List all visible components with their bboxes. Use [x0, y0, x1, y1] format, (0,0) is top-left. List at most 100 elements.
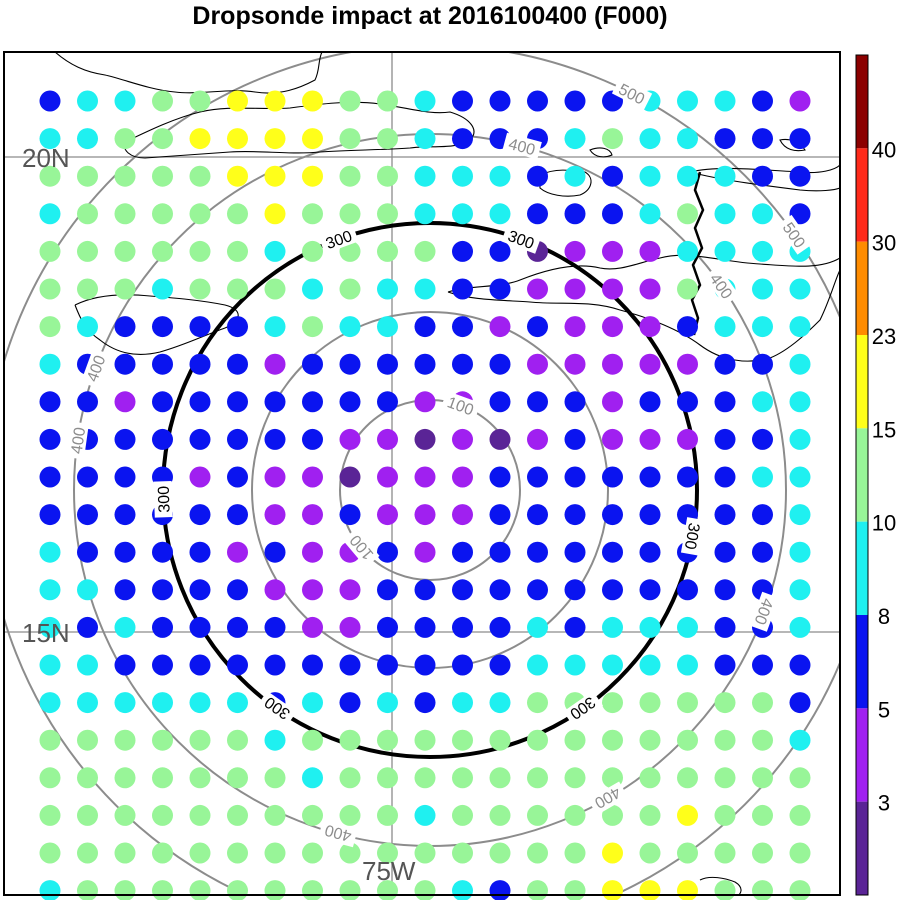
dropsonde-dot [527, 203, 548, 225]
dropsonde-dot [564, 729, 586, 751]
dropsonde-dot [339, 316, 361, 338]
dropsonde-dot [489, 504, 511, 526]
dropsonde-dot [227, 353, 248, 375]
dropsonde-dot [714, 353, 736, 375]
dropsonde-dot [227, 654, 248, 676]
dropsonde-dot [77, 165, 98, 187]
dropsonde-dot [264, 616, 286, 638]
dropsonde-dot [377, 278, 398, 300]
dropsonde-dot [452, 654, 473, 676]
dropsonde-dot [789, 278, 811, 300]
dropsonde-dot [302, 541, 323, 563]
dropsonde-dot [414, 391, 436, 413]
dropsonde-dot [639, 842, 661, 864]
dropsonde-dot [527, 804, 548, 826]
dropsonde-dot [152, 90, 173, 112]
dropsonde-dot [789, 316, 811, 338]
dropsonde-dot [39, 541, 61, 563]
dropsonde-dot [264, 165, 286, 187]
dropsonde-dot [752, 654, 773, 676]
colorbar-tick-label: 15 [872, 417, 896, 442]
dropsonde-dot [752, 90, 773, 112]
dropsonde-dot [39, 240, 61, 262]
colorbar-tick-label: 3 [878, 791, 890, 816]
dropsonde-dot [189, 842, 211, 864]
dropsonde-dot [189, 541, 211, 563]
dropsonde-dot [489, 353, 511, 375]
dropsonde-dot [677, 203, 698, 225]
dropsonde-dot [677, 316, 698, 338]
dropsonde-dot [302, 616, 323, 638]
dropsonde-dot [752, 428, 773, 450]
dropsonde-dot [152, 616, 173, 638]
contour-label-background [440, 390, 481, 421]
dropsonde-dot [377, 767, 398, 789]
dropsonde-dot [527, 654, 548, 676]
dropsonde-dot [339, 729, 361, 751]
dropsonde-dot [489, 90, 511, 112]
dropsonde-dot [527, 579, 548, 601]
dropsonde-dot [377, 203, 398, 225]
dropsonde-dot [39, 278, 61, 300]
dropsonde-dot [39, 804, 61, 826]
colorbar-border [855, 54, 869, 896]
dropsonde-dot [714, 391, 736, 413]
colorbar-segment [856, 708, 868, 802]
dropsonde-dot [527, 616, 548, 638]
dropsonde-dot [302, 654, 323, 676]
dropsonde-dot [527, 165, 548, 187]
dropsonde-dot [489, 203, 511, 225]
dropsonde-dot [789, 616, 811, 638]
coastline-hispaniola [447, 254, 840, 362]
dropsonde-dot [189, 692, 211, 714]
dropsonde-dot [39, 128, 61, 150]
dropsonde-dot [189, 316, 211, 338]
dropsonde-dot [227, 541, 248, 563]
dropsonde-dot [227, 428, 248, 450]
dropsonde-dot [77, 541, 98, 563]
dropsonde-dot [564, 654, 586, 676]
dropsonde-dot [639, 391, 661, 413]
dropsonde-dot [264, 541, 286, 563]
colorbar-segment [856, 801, 868, 895]
dropsonde-dot [114, 428, 136, 450]
dropsonde-dot [189, 165, 211, 187]
dropsonde-dot [452, 128, 473, 150]
dropsonde-dot [677, 692, 698, 714]
map-border [3, 51, 841, 896]
dropsonde-dot [39, 729, 61, 751]
dropsonde-dot [152, 165, 173, 187]
dropsonde-dot [77, 692, 98, 714]
dropsonde-dot [339, 504, 361, 526]
dropsonde-dot [189, 428, 211, 450]
dropsonde-dot [302, 90, 323, 112]
dropsonde-dot [189, 240, 211, 262]
colorbar-segment [856, 521, 868, 615]
dropsonde-dot [77, 316, 98, 338]
dropsonde-dot [339, 165, 361, 187]
dropsonde-dot [602, 654, 623, 676]
dropsonde-dot [752, 842, 773, 864]
dropsonde-dot [152, 353, 173, 375]
dropsonde-dot [789, 391, 811, 413]
dropsonde-dot [39, 654, 61, 676]
dropsonde-dot [564, 316, 586, 338]
dropsonde-dot [339, 90, 361, 112]
dropsonde-dot [302, 692, 323, 714]
dropsonde-dot [189, 353, 211, 375]
dropsonde-dot [677, 278, 698, 300]
contour-label-background [749, 591, 780, 632]
dropsonde-dot [152, 692, 173, 714]
dropsonde-dot [752, 466, 773, 488]
dropsonde-dot [377, 804, 398, 826]
colorbar-segment [856, 148, 868, 242]
contour-label-background [776, 214, 813, 255]
dropsonde-dot [152, 729, 173, 751]
dropsonde-dot [639, 128, 661, 150]
dropsonde-dot [752, 128, 773, 150]
dropsonde-dot [452, 466, 473, 488]
dropsonde-dot [152, 278, 173, 300]
dropsonde-dot [527, 842, 548, 864]
dropsonde-dot [227, 504, 248, 526]
